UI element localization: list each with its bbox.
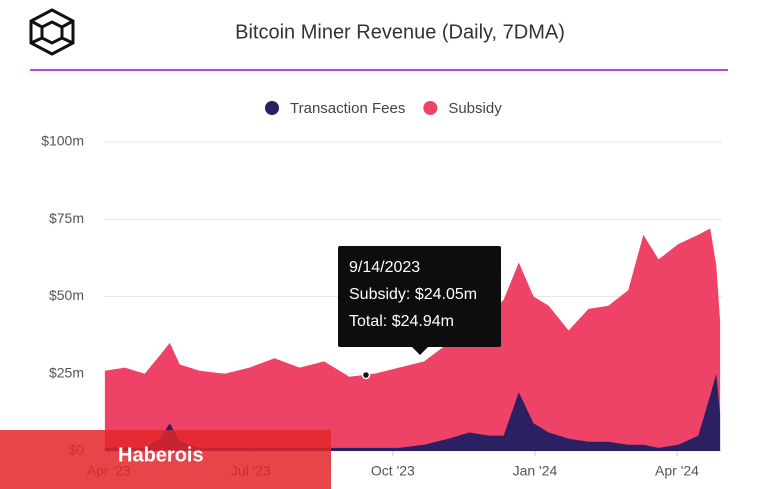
legend-swatch — [423, 101, 438, 115]
watermark-text: Haberois — [118, 444, 204, 466]
legend-label: Subsidy — [448, 100, 502, 117]
tooltip-pointer — [412, 347, 428, 355]
y-tick-label: $75m — [49, 210, 84, 226]
y-tick-label: $50m — [49, 287, 84, 303]
x-tick-label: Oct '23 — [371, 463, 415, 479]
area-subsidy — [104, 228, 721, 451]
tooltip-subsidy: Subsidy: $24.05m — [349, 286, 477, 303]
legend-swatch — [265, 101, 279, 115]
tooltip: 9/14/2023 Subsidy: $24.05m Total: $24.94… — [338, 246, 501, 380]
watermark: Haberois — [0, 430, 331, 489]
y-tick-label: $25m — [49, 364, 84, 380]
logo — [29, 8, 75, 56]
tooltip-total: Total: $24.94m — [349, 313, 454, 330]
y-tick-label: $100m — [41, 133, 84, 149]
legend-label: Transaction Fees — [290, 100, 405, 117]
chart-title: Bitcoin Miner Revenue (Daily, 7DMA) — [235, 21, 565, 43]
x-tick-label: Apr '24 — [655, 463, 699, 479]
hover-point — [361, 370, 371, 380]
x-tick-label: Jan '24 — [513, 463, 558, 479]
tooltip-date: 9/14/2023 — [349, 259, 420, 276]
watermark-box — [0, 430, 331, 489]
tooltip-box — [338, 246, 501, 347]
